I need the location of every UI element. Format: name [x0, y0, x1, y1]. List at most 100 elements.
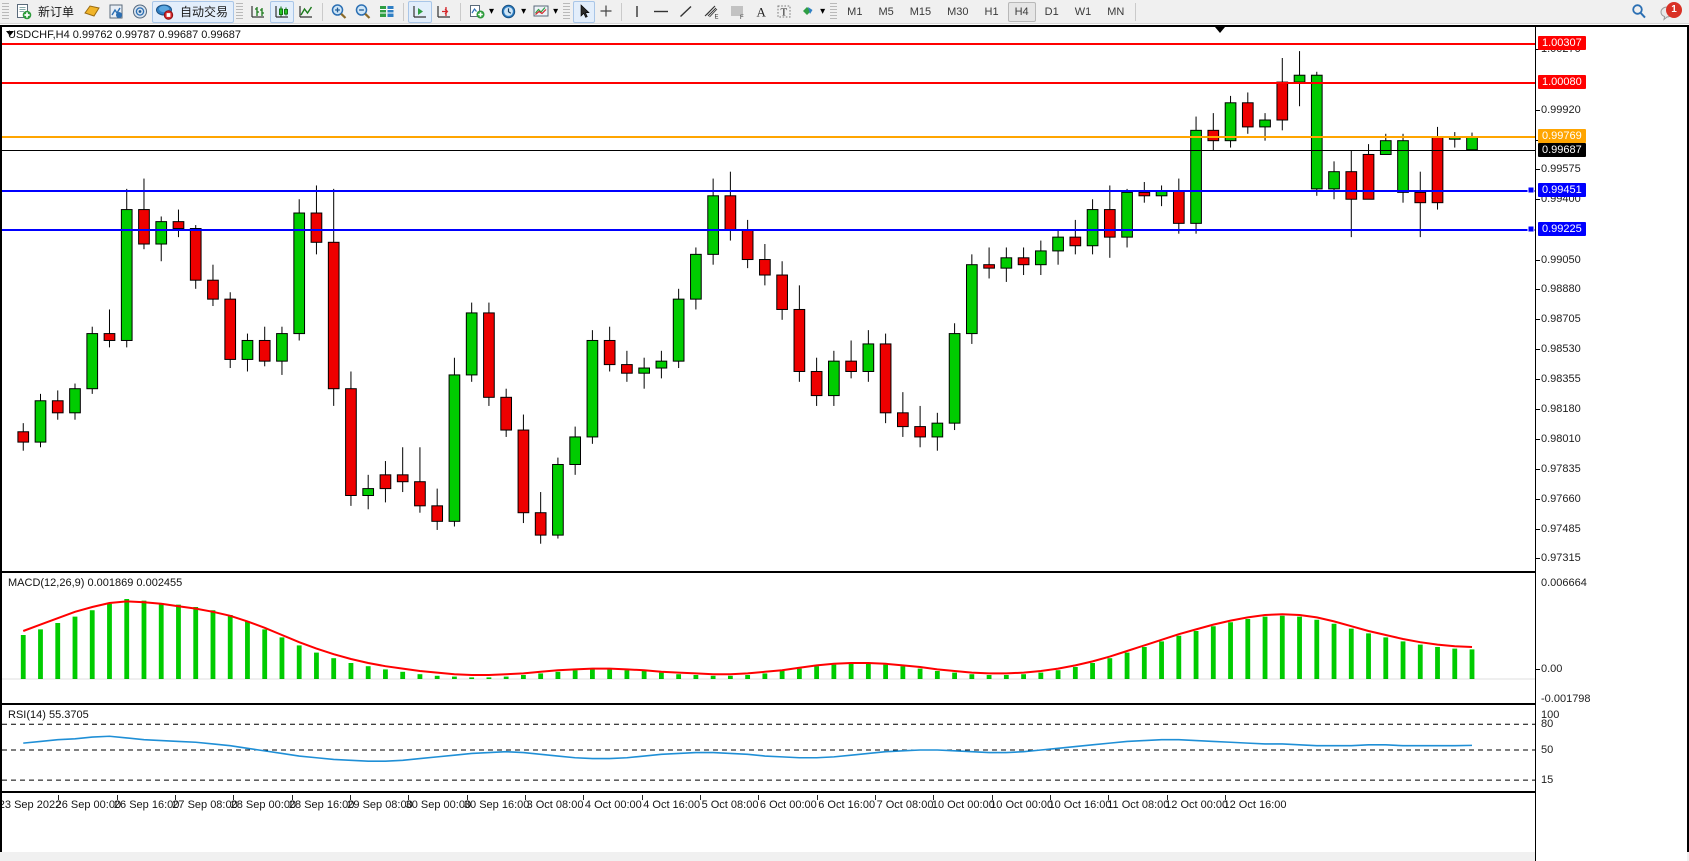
grid-button[interactable]	[375, 1, 399, 23]
time-label-15: 7 Oct 08:00	[876, 799, 934, 811]
cursor-button[interactable]	[573, 0, 596, 23]
candlestick-chart-button[interactable]	[270, 0, 295, 23]
level-line-0.99769[interactable]	[2, 135, 1537, 138]
bar-chart-button[interactable]	[246, 1, 270, 23]
price-tag-1.00080[interactable]: 1.00080	[1538, 75, 1586, 90]
chevron-down-icon[interactable]: ▾	[489, 6, 495, 17]
fibonacci-icon: E	[704, 5, 719, 20]
shapes-button[interactable]: ▾	[796, 1, 828, 23]
trendline-button[interactable]	[674, 1, 698, 23]
level-line-1.00307[interactable]	[2, 43, 1537, 46]
chevron-down-icon-4[interactable]: ▾	[820, 6, 826, 17]
timeframe-m1[interactable]: M1	[847, 5, 863, 18]
level-line-0.99225[interactable]	[2, 229, 1537, 232]
zoom-out-button[interactable]	[351, 1, 375, 23]
vertical-line-button[interactable]	[626, 1, 648, 23]
price-tag-0.99687[interactable]: 0.99687	[1538, 142, 1586, 157]
time-label-21: 12 Oct 16:00	[1223, 799, 1287, 811]
symbol-collapse-arrow[interactable]	[6, 31, 14, 36]
time-label-19: 11 Oct 08:00	[1107, 799, 1170, 811]
signals-button[interactable]	[128, 1, 152, 23]
time-label-14: 6 Oct 16:00	[818, 799, 876, 811]
navigator-icon	[109, 4, 123, 19]
time-separator	[1225, 795, 1226, 800]
cursor-icon	[580, 4, 590, 18]
price-tick-0.97315: 0.97315	[1541, 552, 1581, 565]
toolbar-grip-2[interactable]	[236, 2, 244, 21]
price-tickmark	[1536, 288, 1540, 290]
price-pane[interactable]: USDCHF,H4 0.99762 0.99787 0.99687 0.9968…	[2, 27, 1687, 573]
chart-plot-area[interactable]: USDCHF,H4 0.99762 0.99787 0.99687 0.9968…	[2, 27, 1687, 861]
templates-icon	[533, 5, 549, 17]
level-handle-0.99225[interactable]	[1527, 225, 1535, 233]
macd-tick-2: -0.001798	[1541, 693, 1591, 705]
level-line-1.00080[interactable]	[2, 82, 1537, 85]
trendline-icon	[680, 5, 692, 18]
timeframe-m30[interactable]: M30	[947, 5, 969, 18]
time-separator	[1050, 795, 1051, 800]
rsi-tick-50: 50	[1541, 744, 1554, 756]
chart-shift-button[interactable]	[432, 1, 456, 23]
line-chart-button[interactable]	[294, 1, 318, 23]
horizontal-line-button[interactable]	[648, 1, 674, 23]
new-order-button[interactable]: 新订单	[12, 1, 80, 23]
time-label-2: 26 Sep 16:00	[113, 799, 180, 811]
price-tickmark	[1536, 349, 1540, 351]
crosshair-icon	[600, 5, 612, 17]
timeframe-d1[interactable]: D1	[1044, 5, 1059, 18]
toolbar-grip-3[interactable]	[563, 2, 571, 21]
timeframe-h4[interactable]: H4	[1007, 1, 1036, 22]
navigator-button[interactable]	[104, 1, 128, 23]
auto-scroll-button[interactable]	[408, 0, 433, 23]
price-scale[interactable]: 1.002700.999200.997450.995750.994000.990…	[1535, 27, 1687, 861]
chevron-down-icon-3[interactable]: ▾	[553, 6, 559, 17]
toolbar-grip[interactable]	[2, 2, 9, 21]
time-label-4: 28 Sep 00:00	[230, 799, 297, 811]
time-label-20: 12 Oct 00:00	[1165, 799, 1229, 811]
fibonacci-button[interactable]: E	[698, 1, 724, 23]
candlestick-chart-icon	[275, 6, 289, 18]
time-axis[interactable]: 23 Sep 2022 26 Sep 00:00 26 Sep 16:00 27 Se…	[2, 795, 1687, 817]
timeframe-m5[interactable]: M5	[878, 5, 894, 18]
toolbar-separator-2	[403, 2, 405, 21]
toolbar-grip-4[interactable]	[830, 2, 838, 21]
time-separator	[583, 795, 585, 800]
price-tag-0.99451[interactable]: 0.99451	[1538, 183, 1586, 198]
rsi-pane[interactable]: RSI(14) 55.3705	[2, 707, 1687, 793]
price-tag-1.00307[interactable]: 1.00307	[1538, 36, 1586, 51]
price-tickmark	[1536, 199, 1540, 201]
templates-button[interactable]: ▾	[529, 1, 561, 23]
macd-pane[interactable]: MACD(12,26,9) 0.001869 0.002455	[2, 575, 1687, 705]
timeframe-m15[interactable]: M15	[909, 5, 932, 18]
time-axis-pane: 23 Sep 2022 26 Sep 00:00 26 Sep 16:00 27 Se…	[2, 795, 1687, 817]
text-label-button[interactable]: T	[772, 1, 796, 23]
time-separator	[466, 795, 468, 800]
zoom-in-button[interactable]	[327, 1, 351, 23]
equidistant-channel-button[interactable]: F	[724, 1, 750, 23]
timeframe-mn[interactable]: MN	[1107, 5, 1125, 18]
notifications-button[interactable]: 1	[1655, 1, 1682, 23]
chevron-down-icon-2[interactable]: ▾	[521, 6, 527, 17]
price-tick-0.99050: 0.99050	[1541, 253, 1581, 266]
crosshair-button[interactable]	[595, 1, 617, 23]
time-label-10: 4 Oct 00:00	[584, 799, 642, 811]
price-tag-0.99225[interactable]: 0.99225	[1538, 222, 1586, 237]
text-button[interactable]: A	[750, 1, 772, 23]
indicators-button[interactable]: ▾	[465, 1, 497, 23]
search-button[interactable]	[1627, 1, 1651, 23]
time-label-18: 10 Oct 16:00	[1048, 799, 1112, 811]
auto-trading-button[interactable]: 自动交易	[152, 0, 235, 23]
timeframe-w1[interactable]: W1	[1074, 5, 1092, 18]
data-window-button[interactable]	[80, 1, 104, 23]
timeframe-h1[interactable]: H1	[984, 5, 999, 18]
rsi-tick-80: 80	[1541, 718, 1554, 731]
svg-text:A: A	[757, 5, 767, 20]
text-icon: A	[757, 5, 767, 20]
level-handle-0.99451[interactable]	[1527, 186, 1535, 194]
level-line-0.99451[interactable]	[2, 190, 1537, 193]
periods-button[interactable]: ▾	[497, 1, 529, 23]
price-tag-0.99769[interactable]: 0.99769	[1538, 128, 1586, 143]
level-line-0.99687[interactable]	[2, 149, 1537, 151]
chart-window[interactable]: USDCHF,H4 0.99762 0.99787 0.99687 0.9968…	[0, 25, 1689, 861]
time-separator	[991, 795, 993, 800]
